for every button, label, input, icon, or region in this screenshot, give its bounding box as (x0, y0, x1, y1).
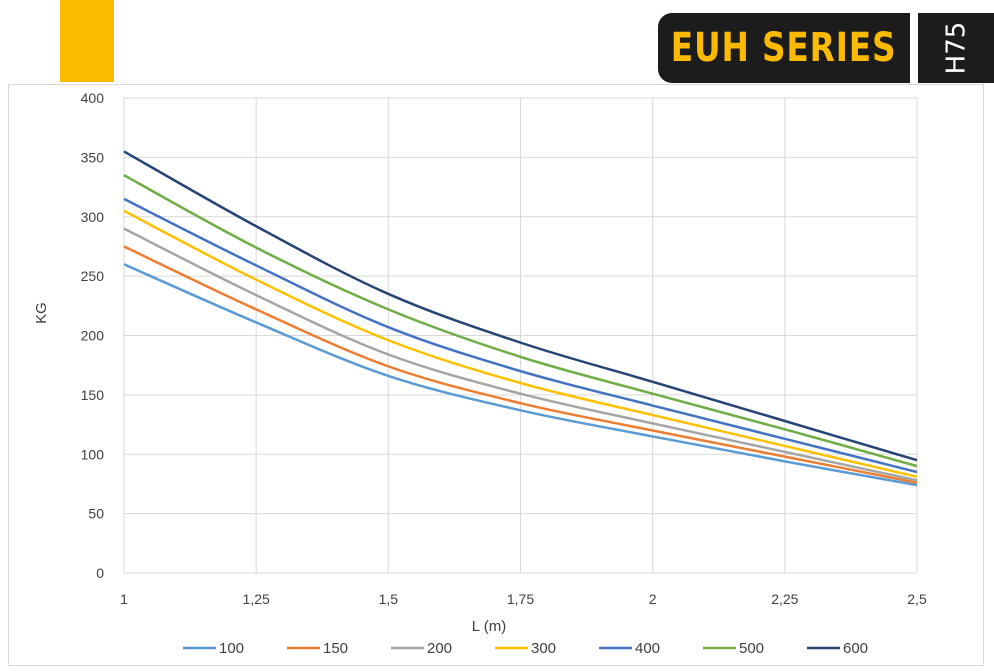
y-axis-title: KG (33, 302, 50, 324)
header-accent-block (60, 0, 114, 82)
x-tick-label: 1,75 (507, 591, 534, 607)
legend-label-150: 150 (323, 640, 348, 657)
x-axis-title: L (m) (472, 618, 506, 635)
y-tick-label: 50 (88, 506, 104, 522)
legend-label-100: 100 (219, 640, 244, 657)
x-tick-labels: 1 1,25 1,5 1,75 2 2,25 2,5 (120, 591, 927, 607)
legend-label-600: 600 (843, 640, 868, 657)
series-line-150 (123, 245, 918, 484)
x-tick-label: 1,5 (379, 591, 399, 607)
series-line-100 (123, 263, 918, 487)
legend-label-500: 500 (739, 640, 764, 657)
chart-frame (8, 84, 984, 666)
y-tick-label: 400 (81, 90, 105, 106)
x-tick-label: 2 (649, 591, 657, 607)
legend-label-200: 200 (427, 640, 452, 657)
x-tick-label: 1,25 (243, 591, 270, 607)
series-line-500 (123, 174, 918, 468)
grid-lines (123, 97, 918, 574)
brand-badge: EUH SERIES (658, 13, 910, 83)
x-tick-label: 1 (120, 591, 128, 607)
y-tick-label: 200 (81, 328, 105, 344)
legend-label-400: 400 (635, 640, 660, 657)
x-tick-label: 2,25 (771, 591, 798, 607)
y-tick-label: 100 (81, 446, 105, 462)
y-tick-label: 150 (81, 387, 105, 403)
y-tick-labels: 0 50 100 150 200 250 300 350 400 (81, 90, 105, 581)
y-tick-label: 350 (81, 149, 105, 165)
x-tick-label: 2,5 (907, 591, 927, 607)
legend: 100 150 200 300 400 500 600 (183, 640, 868, 657)
series-line-300 (123, 209, 918, 479)
y-tick-label: 250 (81, 268, 105, 284)
y-tick-label: 0 (96, 565, 104, 581)
series-line-600 (123, 150, 918, 462)
legend-label-300: 300 (531, 640, 556, 657)
series-lines (123, 150, 918, 487)
brand-title: EUH SERIES (671, 25, 897, 71)
series-line-400 (123, 197, 918, 474)
y-tick-label: 300 (81, 209, 105, 225)
model-badge: H75 (918, 13, 994, 83)
series-line-200 (123, 227, 918, 482)
